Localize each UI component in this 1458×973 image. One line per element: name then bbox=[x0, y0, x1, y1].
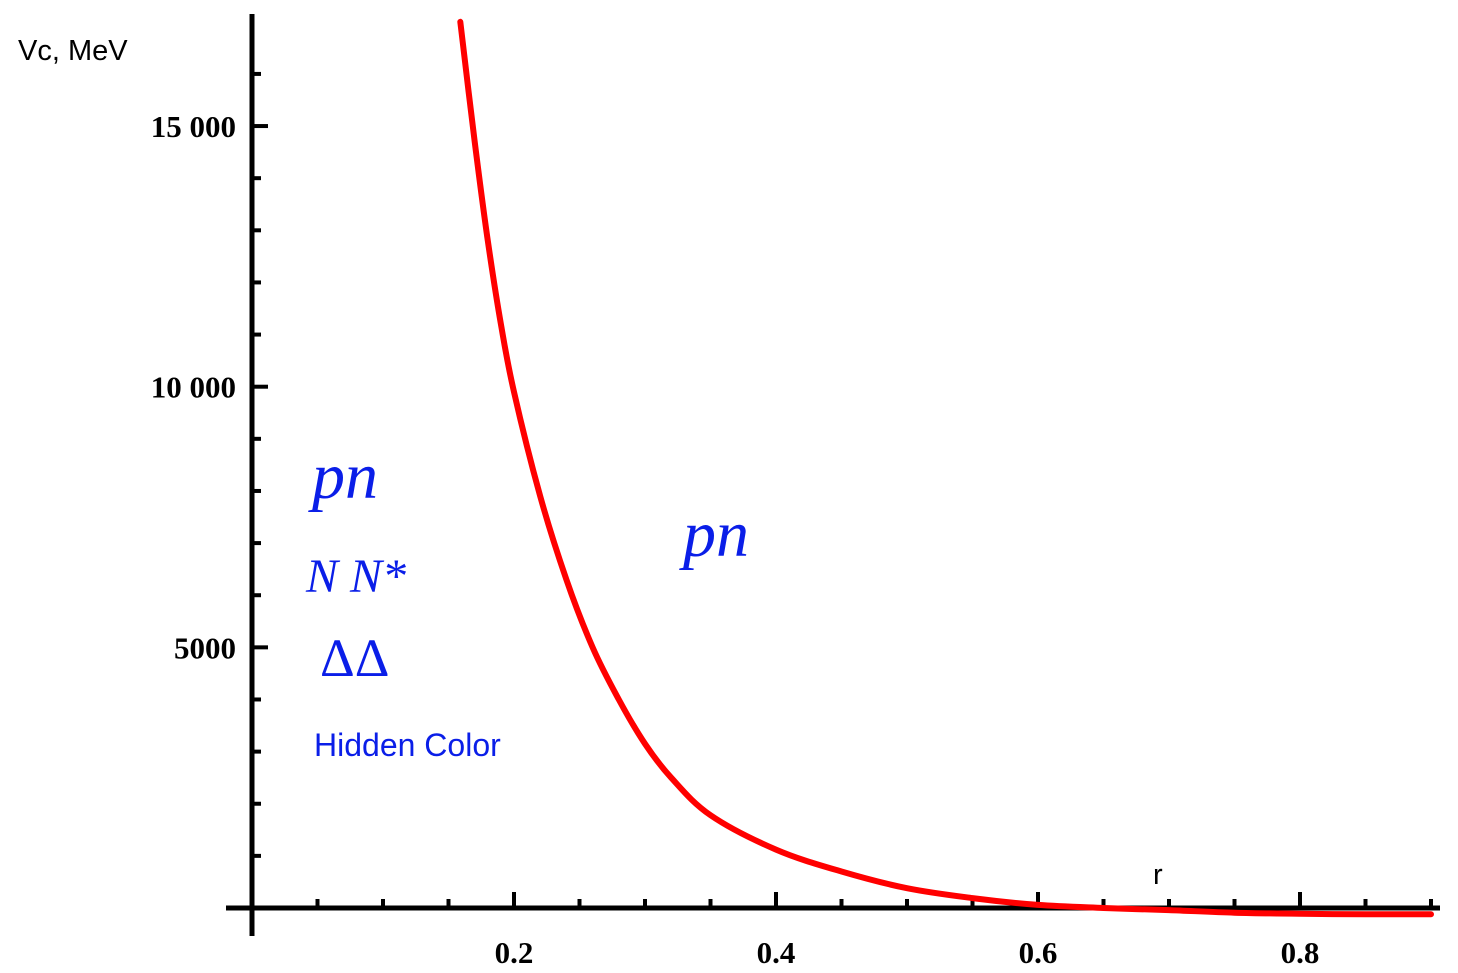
y-tick-label: 15 000 bbox=[151, 109, 236, 144]
x-tick-label: 0.4 bbox=[757, 935, 796, 970]
axis-ticks bbox=[252, 71, 1433, 908]
annotation-left-deltadelta: ΔΔ bbox=[320, 628, 389, 688]
annotation-left-nnstar: N N* bbox=[305, 550, 406, 603]
annotation-right-pn: pn bbox=[679, 498, 749, 571]
x-tick-label: 0.2 bbox=[495, 935, 534, 970]
x-axis-title: r bbox=[1153, 859, 1163, 891]
annotation-left-pn: pn bbox=[308, 440, 378, 513]
y-axis-title: Vc, MeV bbox=[18, 35, 128, 67]
tick-labels: 0.2 0.4 0.6 0.8 5000 10 000 15 000 bbox=[151, 109, 1320, 970]
series-line bbox=[457, 18, 1434, 918]
x-tick-label: 0.6 bbox=[1019, 935, 1058, 970]
x-tick-label: 0.8 bbox=[1281, 935, 1320, 970]
annotation-left-hidden-color: Hidden Color bbox=[314, 727, 501, 763]
y-tick-label: 10 000 bbox=[151, 370, 236, 405]
y-tick-label: 5000 bbox=[174, 630, 236, 665]
